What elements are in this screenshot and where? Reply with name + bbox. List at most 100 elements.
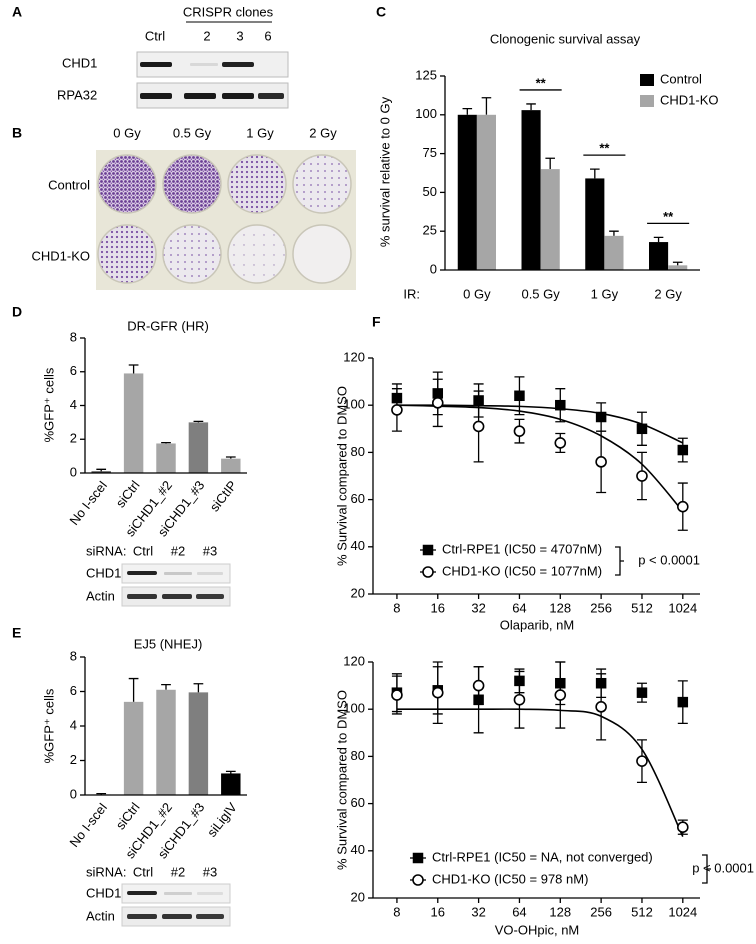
legend-marker xyxy=(412,874,424,886)
panel-label: D xyxy=(12,304,22,320)
lane-label: #2 xyxy=(171,864,185,879)
legend-label: Ctrl-RPE1 (IC50 = 4707nM) xyxy=(442,541,602,556)
y-axis-label: % survival relative to 0 Gy xyxy=(377,96,392,247)
x-tick-label: 0.5 Gy xyxy=(521,286,560,301)
row-label: CHD1 xyxy=(62,55,97,70)
lane-label: Ctrl xyxy=(133,543,153,558)
p-bracket xyxy=(615,546,624,576)
legend-marker xyxy=(422,544,434,556)
y-tick-label: 60 xyxy=(351,795,365,810)
bar xyxy=(221,458,241,473)
y-tick-label: 40 xyxy=(351,842,365,857)
error-bar xyxy=(128,364,139,374)
y-tick-label: 2 xyxy=(70,752,77,767)
x-tick-label: siLigIV xyxy=(204,799,240,839)
error-bar xyxy=(96,792,107,795)
x-tick-label: 256 xyxy=(590,904,612,919)
chart-title: DR-GFR (HR) xyxy=(127,318,209,333)
x-tick-label: 2 Gy xyxy=(654,286,682,301)
y-tick-label: 100 xyxy=(343,701,365,716)
legend-marker xyxy=(422,566,434,578)
panel-label: A xyxy=(12,4,22,20)
p-value: p < 0.0001 xyxy=(638,552,700,567)
y-tick-label: 4 xyxy=(70,717,77,732)
lane-label: #3 xyxy=(203,543,217,558)
y-tick-label: 0 xyxy=(70,786,77,801)
error-bar xyxy=(653,236,664,243)
y-tick-label: 125 xyxy=(415,67,437,82)
lane-label: 3 xyxy=(236,28,243,43)
bar xyxy=(221,773,241,795)
band xyxy=(127,914,157,919)
error-bar xyxy=(590,168,600,179)
error-bar xyxy=(462,107,473,115)
data-point xyxy=(677,821,689,834)
band xyxy=(222,93,254,99)
lanes-label: siRNA: xyxy=(86,864,126,879)
legend-swatch xyxy=(640,95,654,107)
y-axis-label: % Survival compared to DMSO xyxy=(334,690,349,870)
x-tick-label: siCtrl xyxy=(113,478,143,511)
bar xyxy=(585,178,605,270)
row-label: Control xyxy=(48,177,90,192)
row-label: Actin xyxy=(86,908,115,923)
x-tick-label: 1024 xyxy=(668,600,697,615)
legend-label: CHD1-KO (IC50 = 978 nM) xyxy=(432,871,588,886)
band xyxy=(127,571,157,575)
panel-label: C xyxy=(376,4,386,20)
x-tick-label: 32 xyxy=(471,904,485,919)
y-tick-label: 80 xyxy=(351,444,365,459)
data-point xyxy=(431,686,444,699)
data-point xyxy=(595,411,607,423)
annotation: ** xyxy=(663,209,674,224)
error-bar xyxy=(481,97,492,115)
legend-label: Control xyxy=(660,71,702,86)
data-point xyxy=(636,755,648,767)
y-axis-label: % Survival compared to DMSO xyxy=(334,386,349,566)
error-bar xyxy=(161,441,171,444)
y-tick-label: 60 xyxy=(351,491,365,506)
bar xyxy=(91,471,111,473)
x-tick-label: siCtIP xyxy=(207,478,240,515)
y-tick-label: 8 xyxy=(70,329,77,344)
x-axis-label: VO-OHpic, nM xyxy=(495,922,580,937)
band xyxy=(162,594,192,599)
legend-label: CHD1-KO xyxy=(660,92,719,107)
y-tick-label: 80 xyxy=(351,748,365,763)
row-label: CHD1 xyxy=(86,885,121,900)
band xyxy=(164,572,192,575)
y-tick-label: 2 xyxy=(70,431,77,446)
band xyxy=(258,93,284,99)
lane-label: #2 xyxy=(171,543,185,558)
row-label: CHD1 xyxy=(86,565,121,580)
x-tick-label: 8 xyxy=(393,600,400,615)
data-point xyxy=(636,687,648,698)
band xyxy=(190,63,218,66)
bar xyxy=(188,692,209,795)
band xyxy=(222,62,254,67)
band xyxy=(164,892,192,895)
bar xyxy=(649,242,669,270)
y-tick-label: 100 xyxy=(343,397,365,412)
column-label: 1 Gy xyxy=(246,125,274,140)
data-point xyxy=(677,500,689,513)
data-point xyxy=(595,456,607,468)
plates xyxy=(97,154,352,284)
x-tick-label: 128 xyxy=(549,600,571,615)
lane-label: Ctrl xyxy=(133,864,153,879)
bar xyxy=(668,265,688,270)
data-point xyxy=(431,397,444,409)
x-tick-label: 16 xyxy=(431,904,445,919)
data-point xyxy=(513,693,526,706)
bar xyxy=(123,701,144,795)
bar xyxy=(476,114,496,270)
lane-label: #3 xyxy=(203,864,217,879)
band xyxy=(162,914,192,919)
error-bar xyxy=(193,420,204,423)
legend-label: CHD1-KO (IC50 = 1077nM) xyxy=(442,563,602,578)
data-point xyxy=(677,444,689,456)
p-bracket xyxy=(702,854,711,884)
legend-label: Ctrl-RPE1 (IC50 = NA, not converged) xyxy=(432,849,653,864)
data-point xyxy=(636,470,648,482)
blot-header: CRISPR clones xyxy=(183,4,274,19)
